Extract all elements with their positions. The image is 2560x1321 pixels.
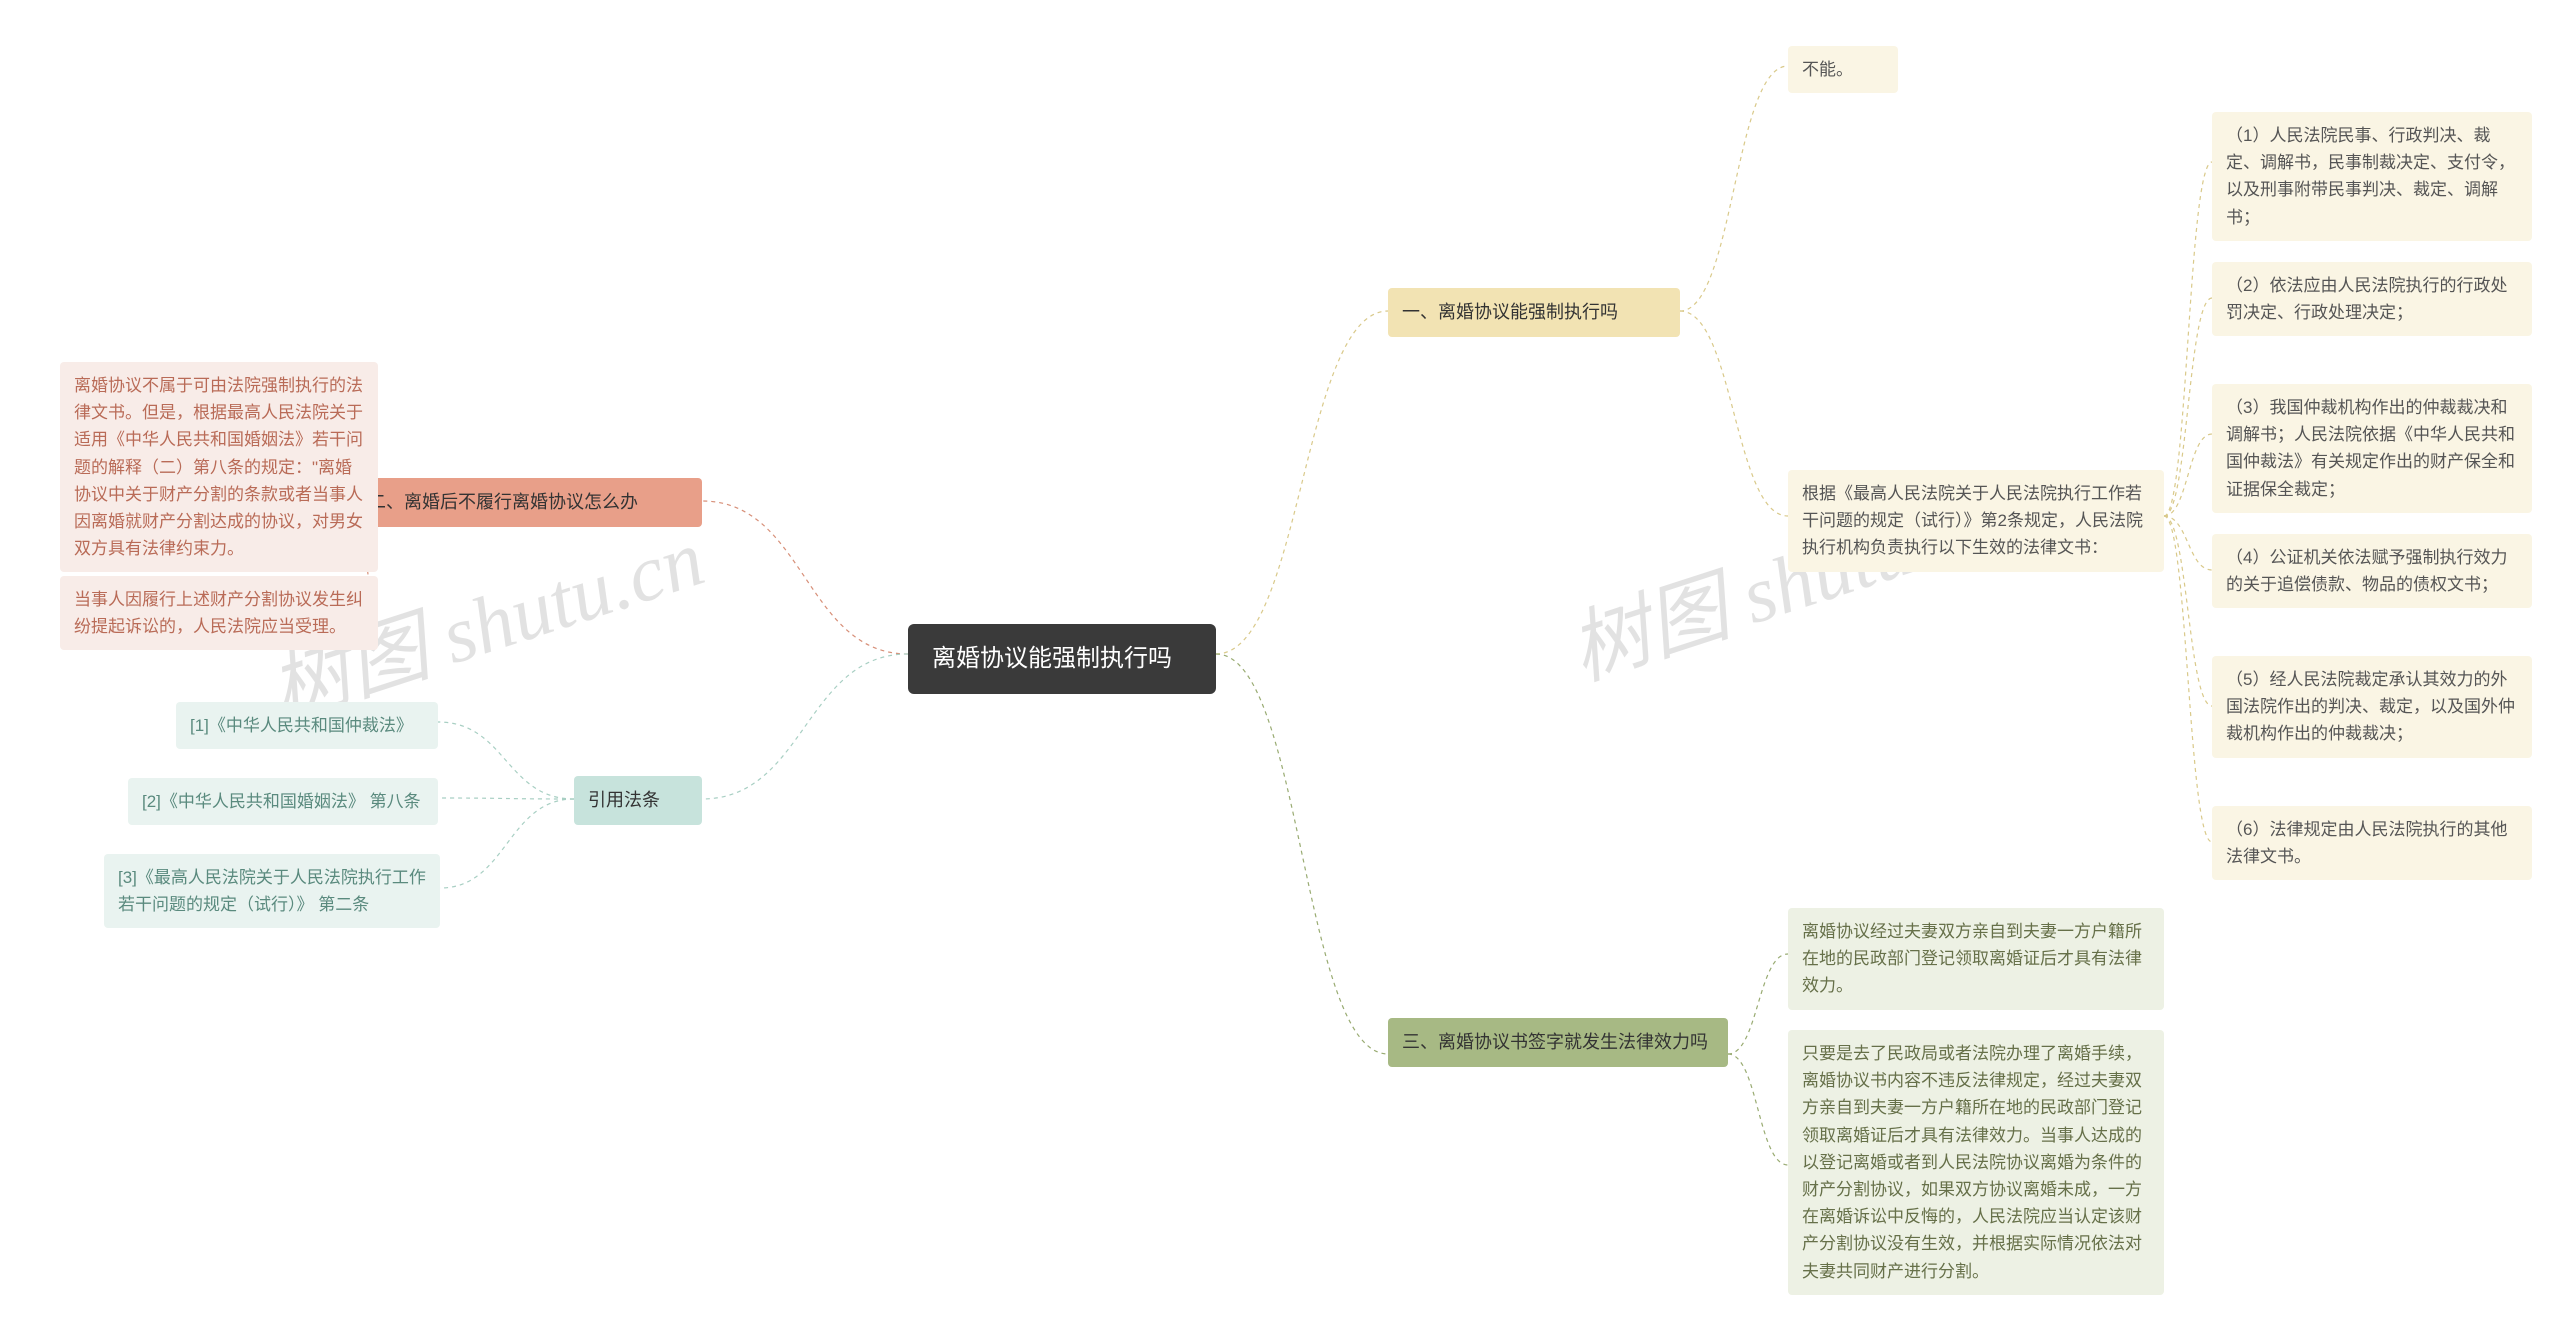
leaf-b1-1-5[interactable]: （6）法律规定由人民法院执行的其他法律文书。 <box>2212 806 2532 880</box>
branch-b1[interactable]: 一、离婚协议能强制执行吗 <box>1388 288 1680 337</box>
leaf-b4-2[interactable]: [3]《最高人民法院关于人民法院执行工作若干问题的规定（试行）》 第二条 <box>104 854 440 928</box>
leaf-b4-1[interactable]: [2]《中华人民共和国婚姻法》 第八条 <box>128 778 438 825</box>
leaf-b1-1-4[interactable]: （5）经人民法院裁定承认其效力的外国法院作出的判决、裁定，以及国外仲裁机构作出的… <box>2212 656 2532 758</box>
root-node[interactable]: 离婚协议能强制执行吗 <box>908 624 1216 694</box>
leaf-b1-1-0[interactable]: （1）人民法院民事、行政判决、裁定、调解书，民事制裁决定、支付令，以及刑事附带民… <box>2212 112 2532 241</box>
leaf-b3-1[interactable]: 只要是去了民政局或者法院办理了离婚手续，离婚协议书内容不违反法律规定，经过夫妻双… <box>1788 1030 2164 1295</box>
leaf-b2-1[interactable]: 当事人因履行上述财产分割协议发生纠纷提起诉讼的，人民法院应当受理。 <box>60 576 378 650</box>
leaf-b1-1-1[interactable]: （2）依法应由人民法院执行的行政处罚决定、行政处理决定； <box>2212 262 2532 336</box>
leaf-b1-0[interactable]: 不能。 <box>1788 46 1898 93</box>
branch-b4[interactable]: 引用法条 <box>574 776 702 825</box>
leaf-b4-0[interactable]: [1]《中华人民共和国仲裁法》 <box>176 702 438 749</box>
connector-layer <box>0 0 2560 1321</box>
branch-b2[interactable]: 二、离婚后不履行离婚协议怎么办 <box>354 478 702 527</box>
leaf-b1-1[interactable]: 根据《最高人民法院关于人民法院执行工作若干问题的规定（试行）》第2条规定，人民法… <box>1788 470 2164 572</box>
leaf-b2-0[interactable]: 离婚协议不属于可由法院强制执行的法律文书。但是，根据最高人民法院关于适用《中华人… <box>60 362 378 572</box>
leaf-b1-1-2[interactable]: （3）我国仲裁机构作出的仲裁裁决和调解书；人民法院依据《中华人民共和国仲裁法》有… <box>2212 384 2532 513</box>
leaf-b1-1-3[interactable]: （4）公证机关依法赋予强制执行效力的关于追偿债款、物品的债权文书； <box>2212 534 2532 608</box>
mindmap-canvas: 离婚协议能强制执行吗 树图 shutu.cn 树图 shutu.cn 一、离婚协… <box>0 0 2560 1321</box>
branch-b3[interactable]: 三、离婚协议书签字就发生法律效力吗 <box>1388 1018 1728 1067</box>
leaf-b3-0[interactable]: 离婚协议经过夫妻双方亲自到夫妻一方户籍所在地的民政部门登记领取离婚证后才具有法律… <box>1788 908 2164 1010</box>
